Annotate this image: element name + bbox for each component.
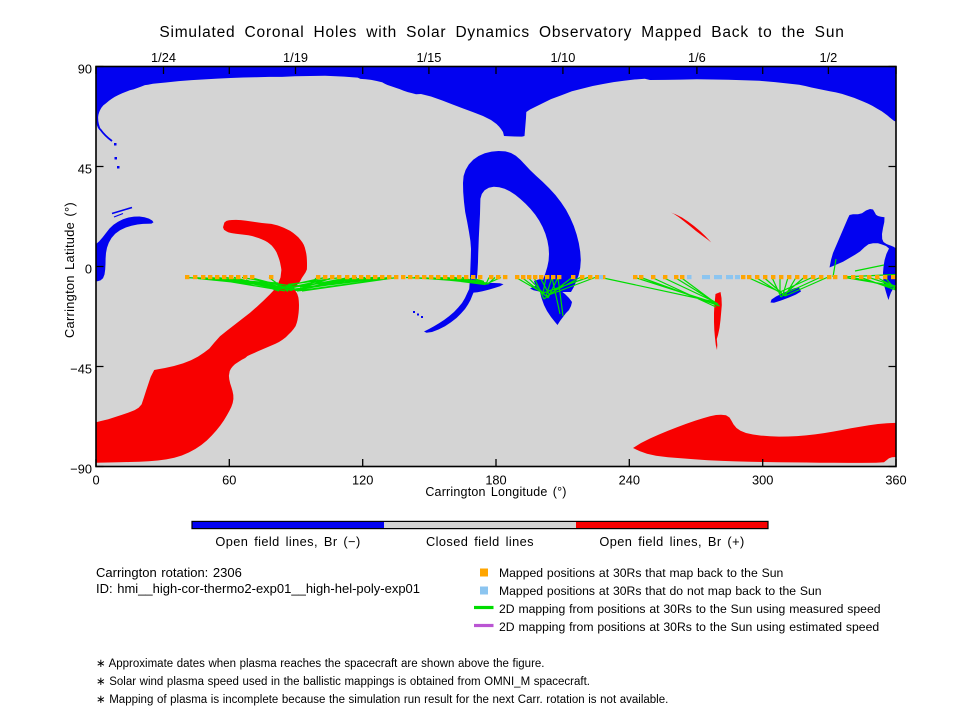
- svg-text:∗ Approximate dates when plasm: ∗ Approximate dates when plasma reaches …: [96, 658, 545, 670]
- svg-text:240: 240: [619, 472, 640, 487]
- svg-text:Open field lines, Br (−): Open field lines, Br (−): [215, 534, 360, 549]
- svg-text:1/24: 1/24: [151, 50, 176, 65]
- svg-text:Mapped positions at 30Rs that: Mapped positions at 30Rs that do not map…: [499, 584, 822, 598]
- svg-text:Open field lines, Br (+): Open field lines, Br (+): [599, 534, 744, 549]
- svg-text:Carrington Longitude (°): Carrington Longitude (°): [425, 485, 566, 499]
- svg-text:90: 90: [78, 62, 92, 77]
- svg-text:120: 120: [352, 472, 373, 487]
- svg-text:∗ Solar wind plasma speed used: ∗ Solar wind plasma speed used in the ba…: [96, 676, 590, 688]
- svg-text:45: 45: [78, 162, 92, 177]
- svg-text:Simulated Coronal Holes with S: Simulated Coronal Holes with Solar Dynam…: [159, 24, 844, 41]
- svg-text:−90: −90: [70, 462, 92, 477]
- svg-text:2D mapping from positions at 3: 2D mapping from positions at 30Rs to the…: [499, 602, 881, 616]
- svg-text:ID: hmi__high-cor-thermo2-exp0: ID: hmi__high-cor-thermo2-exp01__high-he…: [96, 581, 420, 596]
- svg-text:1/15: 1/15: [416, 50, 441, 65]
- svg-text:0: 0: [92, 472, 99, 487]
- svg-text:2D mapping from positions at 3: 2D mapping from positions at 30Rs to the…: [499, 620, 879, 634]
- svg-text:0: 0: [85, 262, 92, 277]
- svg-text:1/6: 1/6: [688, 50, 706, 65]
- svg-text:Carrington rotation: 2306: Carrington rotation: 2306: [96, 565, 242, 580]
- svg-text:180: 180: [485, 472, 506, 487]
- svg-text:300: 300: [752, 472, 773, 487]
- svg-text:Carrington Latitude (°): Carrington Latitude (°): [62, 202, 77, 338]
- svg-text:1/2: 1/2: [820, 50, 838, 65]
- svg-text:60: 60: [222, 472, 236, 487]
- svg-text:1/19: 1/19: [283, 50, 308, 65]
- svg-text:∗ Mapping of plasma is incompl: ∗ Mapping of plasma is incomplete becaus…: [96, 694, 668, 706]
- svg-text:Closed field lines: Closed field lines: [426, 534, 534, 549]
- svg-text:−45: −45: [70, 362, 92, 377]
- svg-text:1/10: 1/10: [550, 50, 575, 65]
- svg-text:Mapped positions at 30Rs that: Mapped positions at 30Rs that map back t…: [499, 566, 783, 580]
- svg-text:360: 360: [885, 472, 906, 487]
